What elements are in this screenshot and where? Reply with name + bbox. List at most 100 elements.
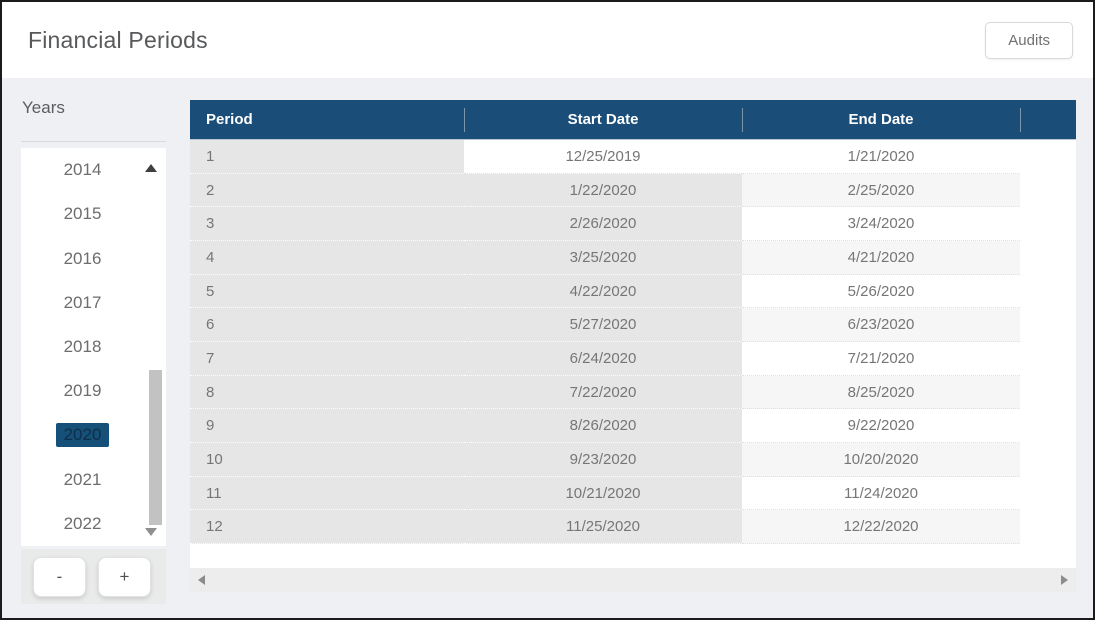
cell-period[interactable]: 4 (190, 241, 464, 275)
row-filler (1020, 443, 1076, 477)
row-filler (1020, 510, 1076, 545)
table-row: 1 12/25/2019 1/21/2020 (190, 140, 1076, 174)
cell-start-date[interactable]: 3/25/2020 (464, 241, 742, 275)
horizontal-scrollbar[interactable] (190, 568, 1076, 592)
table-row: 9 8/26/2020 9/22/2020 (190, 409, 1076, 444)
year-item-label: 2022 (63, 513, 102, 533)
cell-period[interactable]: 7 (190, 342, 464, 376)
years-label: Years (22, 98, 65, 117)
year-item-label: 2015 (63, 204, 102, 224)
cell-end-date[interactable]: 2/25/2020 (742, 173, 1020, 208)
row-filler (1020, 207, 1076, 242)
row-filler (1020, 308, 1076, 343)
table-row: 11 10/21/2020 11/24/2020 (190, 476, 1076, 511)
row-filler (1020, 241, 1076, 275)
cell-period[interactable]: 2 (190, 173, 464, 208)
cell-end-date[interactable]: 3/24/2020 (742, 207, 1020, 242)
grid-body: 1 12/25/2019 1/21/2020 2 1/22/2020 2/25/2020 3… (190, 140, 1076, 545)
year-item[interactable]: 2018 (21, 325, 144, 369)
cell-end-date[interactable]: 4/21/2020 (742, 241, 1020, 275)
column-header-period[interactable]: Period (190, 111, 464, 128)
years-scrollbar-thumb[interactable] (149, 370, 162, 525)
cell-start-date[interactable]: 5/27/2020 (464, 308, 742, 343)
cell-end-date[interactable]: 9/22/2020 (742, 409, 1020, 444)
cell-period[interactable]: 9 (190, 409, 464, 444)
cell-end-date[interactable]: 7/21/2020 (742, 342, 1020, 376)
remove-year-button[interactable]: - (33, 556, 86, 597)
cell-end-date[interactable]: 10/20/2020 (742, 443, 1020, 477)
scroll-right-icon[interactable] (1061, 575, 1068, 585)
year-item[interactable]: 2014 (21, 148, 144, 192)
row-filler (1020, 342, 1076, 376)
cell-end-date[interactable]: 11/24/2020 (742, 476, 1020, 511)
cell-period[interactable]: 10 (190, 443, 464, 477)
table-row: 10 9/23/2020 10/20/2020 (190, 443, 1076, 477)
table-row: 5 4/22/2020 5/26/2020 (190, 274, 1076, 309)
year-item-label: 2018 (63, 336, 102, 356)
table-row: 2 1/22/2020 2/25/2020 (190, 173, 1076, 208)
page-title: Financial Periods (28, 26, 208, 53)
table-row: 7 6/24/2020 7/21/2020 (190, 342, 1076, 376)
year-item-selected[interactable]: 2020 (21, 413, 144, 457)
row-filler (1020, 173, 1076, 208)
year-item-label: 2019 (63, 381, 102, 401)
header-separator (742, 108, 743, 132)
year-item[interactable]: 2019 (21, 369, 144, 413)
cell-end-date[interactable]: 8/25/2020 (742, 375, 1020, 410)
row-filler (1020, 274, 1076, 309)
table-row: 3 2/26/2020 3/24/2020 (190, 207, 1076, 242)
header-separator (1020, 108, 1021, 132)
year-item[interactable]: 2021 (21, 458, 144, 502)
grid-empty-space (190, 544, 1076, 568)
row-filler (1020, 375, 1076, 410)
scroll-down-icon[interactable] (145, 528, 157, 536)
table-row: 8 7/22/2020 8/25/2020 (190, 375, 1076, 410)
cell-start-date[interactable]: 9/23/2020 (464, 443, 742, 477)
year-item[interactable]: 2017 (21, 281, 144, 325)
cell-start-date[interactable]: 12/25/2019 (464, 140, 742, 174)
table-row: 4 3/25/2020 4/21/2020 (190, 241, 1076, 275)
year-item-label: 2017 (63, 292, 102, 312)
column-header-end-date[interactable]: End Date (848, 111, 914, 128)
scroll-left-icon[interactable] (198, 575, 205, 585)
cell-start-date[interactable]: 7/22/2020 (464, 375, 742, 410)
title-bar: Financial Periods Audits (2, 2, 1093, 78)
column-header-start-date[interactable]: Start Date (567, 111, 639, 128)
add-year-button[interactable]: + (98, 556, 151, 597)
cell-start-date[interactable]: 1/22/2020 (464, 173, 742, 208)
year-item-label: 2020 (55, 423, 110, 448)
year-item[interactable]: 2022 (21, 502, 144, 546)
year-item[interactable]: 2015 (21, 192, 144, 236)
cell-end-date[interactable]: 1/21/2020 (742, 140, 1020, 174)
year-item-label: 2016 (63, 248, 102, 268)
cell-end-date[interactable]: 12/22/2020 (742, 510, 1020, 545)
cell-start-date[interactable]: 11/25/2020 (464, 510, 742, 545)
audits-button[interactable]: Audits (985, 21, 1073, 59)
cell-period[interactable]: 6 (190, 308, 464, 343)
cell-start-date[interactable]: 8/26/2020 (464, 409, 742, 444)
grid-header: Period Start Date End Date (190, 100, 1076, 140)
year-item-label: 2014 (63, 160, 102, 180)
year-item-label: 2021 (63, 469, 102, 489)
cell-period[interactable]: 3 (190, 207, 464, 242)
row-filler (1020, 476, 1076, 511)
table-row: 12 11/25/2020 12/22/2020 (190, 510, 1076, 545)
cell-start-date[interactable]: 6/24/2020 (464, 342, 742, 376)
years-listbox: 2014 2015 2016 2017 2018 2019 2020 2021 2022 (21, 148, 166, 546)
scroll-up-icon[interactable] (145, 164, 157, 172)
cell-start-date[interactable]: 4/22/2020 (464, 274, 742, 309)
cell-end-date[interactable]: 5/26/2020 (742, 274, 1020, 309)
years-footer: - + (21, 549, 166, 604)
cell-period[interactable]: 5 (190, 274, 464, 309)
year-item[interactable]: 2016 (21, 236, 144, 280)
cell-period[interactable]: 12 (190, 510, 464, 545)
cell-period[interactable]: 1 (190, 140, 464, 174)
cell-period[interactable]: 8 (190, 375, 464, 410)
cell-end-date[interactable]: 6/23/2020 (742, 308, 1020, 343)
periods-grid: Period Start Date End Date 1 12/25/2019 1/… (190, 100, 1076, 592)
cell-start-date[interactable]: 2/26/2020 (464, 207, 742, 242)
column-header-period-label: Period (206, 111, 253, 128)
cell-period[interactable]: 11 (190, 476, 464, 511)
cell-start-date[interactable]: 10/21/2020 (464, 476, 742, 511)
